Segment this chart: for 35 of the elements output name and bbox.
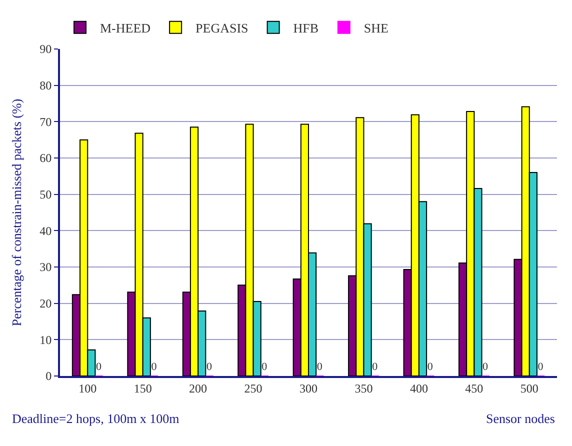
x-tick-label: 300 <box>300 381 318 396</box>
x-tick-label: 500 <box>520 381 538 396</box>
y-tick-label: 80 <box>40 78 52 93</box>
y-tick-label: 0 <box>46 369 52 384</box>
x-tick-label: 250 <box>244 381 262 396</box>
data-label: 0 <box>96 361 102 373</box>
data-label: 0 <box>206 361 212 373</box>
y-tick-label: 70 <box>40 114 52 129</box>
x-tick-label: 450 <box>465 381 484 396</box>
data-label: 0 <box>151 361 158 373</box>
data-label: 0 <box>316 361 323 373</box>
y-tick-label: 10 <box>40 332 52 347</box>
x-tick-label: 350 <box>354 381 373 396</box>
data-label: 0 <box>262 361 268 373</box>
legend-label: HFB <box>293 20 319 36</box>
legend-label: SHE <box>364 20 389 36</box>
y-tick-label: 50 <box>40 188 52 202</box>
x-axis-title: Sensor nodes <box>486 411 555 426</box>
x-tick-label: 200 <box>189 381 208 396</box>
y-axis-title: Percentage of constrain-missed packets (%) <box>9 98 24 326</box>
x-tick-label: 100 <box>78 381 97 396</box>
data-label: 0 <box>482 361 489 373</box>
data-label: 0 <box>372 361 378 373</box>
legend-label: M-HEED <box>100 20 151 36</box>
y-tick-label: 60 <box>40 151 52 166</box>
data-label: 0 <box>427 361 434 373</box>
x-tick-label: 150 <box>134 381 152 396</box>
legend-label: PEGASIS <box>196 20 248 36</box>
y-tick-label: 40 <box>40 224 52 238</box>
x-tick-label: 400 <box>410 381 428 396</box>
y-tick-label: 20 <box>40 296 52 311</box>
text: Deadline=2 hops, 100m x 100m <box>12 411 180 426</box>
y-tick-label: 90 <box>40 42 52 56</box>
y-tick-label: 30 <box>40 260 52 274</box>
data-label: 0 <box>538 361 544 373</box>
